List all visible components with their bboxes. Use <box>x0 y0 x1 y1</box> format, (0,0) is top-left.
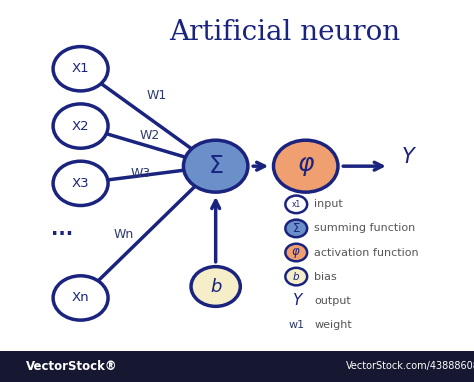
Text: Xn: Xn <box>72 291 90 304</box>
Text: VectorStock.com/43888608: VectorStock.com/43888608 <box>346 361 474 371</box>
Text: w1: w1 <box>288 320 304 330</box>
Text: Artificial neuron: Artificial neuron <box>169 19 400 46</box>
Circle shape <box>285 268 307 285</box>
Circle shape <box>285 220 307 237</box>
Text: Wn: Wn <box>114 228 134 241</box>
Text: ...: ... <box>51 220 73 239</box>
Circle shape <box>53 104 108 148</box>
Text: output: output <box>314 296 351 306</box>
Text: X1: X1 <box>72 62 90 75</box>
Text: X3: X3 <box>72 177 90 190</box>
Text: b: b <box>210 277 221 296</box>
Text: weight: weight <box>314 320 352 330</box>
Circle shape <box>285 244 307 261</box>
Text: VectorStock®: VectorStock® <box>26 360 118 373</box>
Bar <box>0 351 474 382</box>
Text: $\Sigma$: $\Sigma$ <box>292 222 301 235</box>
Text: bias: bias <box>314 272 337 282</box>
Text: X2: X2 <box>72 120 90 133</box>
Text: input: input <box>314 199 343 209</box>
Circle shape <box>183 140 248 192</box>
Circle shape <box>273 140 338 192</box>
Text: W3: W3 <box>130 167 151 180</box>
Text: Y: Y <box>401 147 414 167</box>
Circle shape <box>53 161 108 206</box>
Circle shape <box>285 196 307 213</box>
Text: summing function: summing function <box>314 223 416 233</box>
Text: x1: x1 <box>292 200 301 209</box>
Text: $\Sigma$: $\Sigma$ <box>208 154 223 178</box>
Text: W2: W2 <box>140 129 160 142</box>
Text: b: b <box>293 272 300 282</box>
Circle shape <box>53 276 108 320</box>
Circle shape <box>191 267 240 306</box>
Circle shape <box>53 47 108 91</box>
Text: $\varphi$: $\varphi$ <box>297 154 315 178</box>
Text: W1: W1 <box>147 89 167 102</box>
Text: $\varphi$: $\varphi$ <box>292 246 301 259</box>
Text: activation function: activation function <box>314 248 419 257</box>
Text: Y: Y <box>292 293 301 308</box>
